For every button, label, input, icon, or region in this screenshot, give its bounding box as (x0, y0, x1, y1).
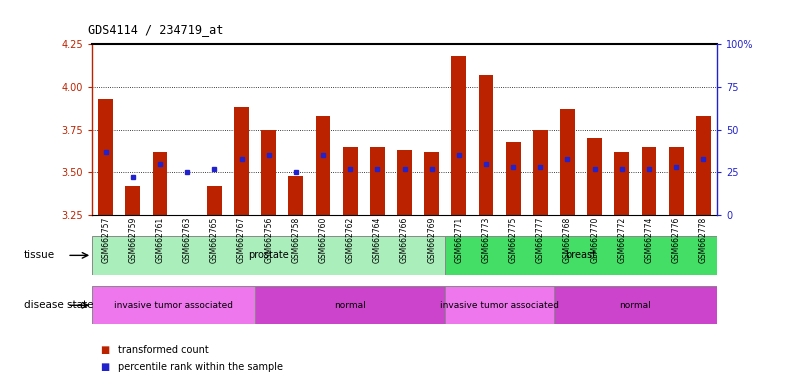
Bar (554, 286, 717, 324)
Text: GSM662776: GSM662776 (672, 217, 681, 263)
Text: prostate: prostate (248, 250, 289, 260)
Text: ■: ■ (100, 362, 110, 372)
Bar (669, 147, 683, 215)
Bar (343, 147, 357, 215)
Bar (642, 147, 657, 215)
Text: GSM662768: GSM662768 (563, 217, 572, 263)
Bar (696, 116, 710, 215)
Text: normal: normal (334, 301, 366, 310)
Bar (92, 286, 255, 324)
Text: breast: breast (566, 250, 597, 260)
Bar (445, 236, 717, 275)
Text: GSM662772: GSM662772 (618, 217, 626, 263)
Text: GSM662766: GSM662766 (400, 217, 409, 263)
Text: GSM662758: GSM662758 (292, 217, 300, 263)
Text: GSM662773: GSM662773 (481, 217, 490, 263)
Bar (425, 152, 439, 215)
Bar (316, 116, 331, 215)
Bar (99, 99, 113, 215)
Text: invasive tumor associated: invasive tumor associated (440, 301, 559, 310)
Bar (92, 236, 445, 275)
Bar (126, 186, 140, 215)
Bar (261, 129, 276, 215)
Bar (560, 109, 575, 215)
Text: GSM662763: GSM662763 (183, 217, 191, 263)
Text: GSM662767: GSM662767 (237, 217, 246, 263)
Text: GDS4114 / 234719_at: GDS4114 / 234719_at (88, 23, 223, 36)
Bar (288, 176, 304, 215)
Bar (587, 138, 602, 215)
Text: GSM662778: GSM662778 (698, 217, 708, 263)
Bar (234, 108, 249, 215)
Bar (397, 150, 412, 215)
Bar (445, 286, 554, 324)
Text: invasive tumor associated: invasive tumor associated (114, 301, 233, 310)
Text: GSM662777: GSM662777 (536, 217, 545, 263)
Text: disease state: disease state (24, 300, 94, 310)
Text: GSM662770: GSM662770 (590, 217, 599, 263)
Bar (152, 152, 167, 215)
Text: transformed count: transformed count (118, 345, 208, 355)
Text: GSM662769: GSM662769 (427, 217, 437, 263)
Bar (505, 142, 521, 215)
Text: ■: ■ (100, 345, 110, 355)
Bar (207, 186, 222, 215)
Text: GSM662774: GSM662774 (645, 217, 654, 263)
Bar (255, 286, 445, 324)
Bar (451, 56, 466, 215)
Text: GSM662761: GSM662761 (155, 217, 164, 263)
Text: GSM662756: GSM662756 (264, 217, 273, 263)
Bar (533, 129, 548, 215)
Bar (370, 147, 384, 215)
Text: GSM662775: GSM662775 (509, 217, 517, 263)
Text: GSM662757: GSM662757 (101, 217, 111, 263)
Bar (614, 152, 630, 215)
Text: tissue: tissue (24, 250, 55, 260)
Text: GSM662765: GSM662765 (210, 217, 219, 263)
Text: GSM662764: GSM662764 (372, 217, 382, 263)
Text: GSM662762: GSM662762 (346, 217, 355, 263)
Bar (478, 75, 493, 215)
Text: GSM662771: GSM662771 (454, 217, 463, 263)
Text: normal: normal (619, 301, 651, 310)
Text: GSM662759: GSM662759 (128, 217, 137, 263)
Text: GSM662760: GSM662760 (319, 217, 328, 263)
Text: percentile rank within the sample: percentile rank within the sample (118, 362, 283, 372)
